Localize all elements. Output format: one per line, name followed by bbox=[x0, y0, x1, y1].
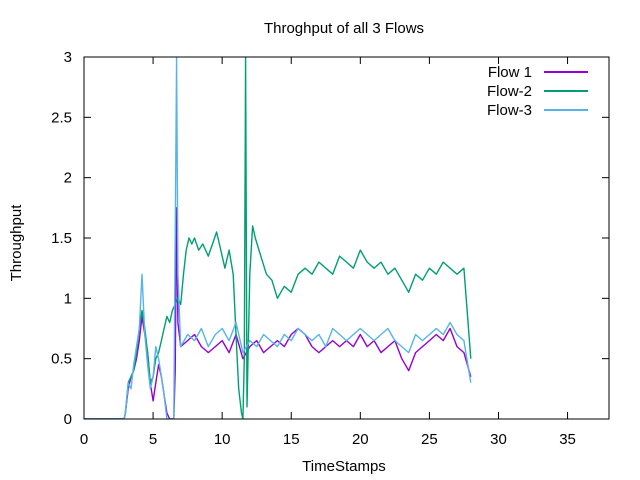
series-line-2 bbox=[84, 57, 472, 419]
x-tick-label: 35 bbox=[559, 431, 576, 448]
y-tick-label: 3 bbox=[64, 49, 72, 66]
x-tick-label: 25 bbox=[421, 431, 438, 448]
x-tick-label: 5 bbox=[149, 431, 157, 448]
axis-ticks: 0 5 10 15 20 25 30 35 0 0.5 1 1.5 2 2.5 3 bbox=[51, 49, 609, 448]
series-layer bbox=[84, 57, 472, 419]
legend-label: Flow-2 bbox=[487, 83, 532, 100]
x-tick-label: 15 bbox=[283, 431, 300, 448]
series-line-3 bbox=[84, 57, 472, 419]
legend-label: Flow 1 bbox=[488, 64, 532, 81]
chart-title: Throghput of all 3 Flows bbox=[264, 20, 424, 37]
x-tick-label: 0 bbox=[80, 431, 88, 448]
x-axis-label: TimeStamps bbox=[302, 458, 386, 475]
plot-frame bbox=[83, 56, 610, 420]
y-tick-label: 0 bbox=[64, 411, 72, 428]
x-tick-label: 30 bbox=[490, 431, 507, 448]
y-tick-label: 1 bbox=[64, 290, 72, 307]
y-tick-label: 1.5 bbox=[51, 230, 72, 247]
y-axis-label: Throughput bbox=[8, 204, 25, 282]
y-tick-label: 2 bbox=[64, 170, 72, 187]
legend: Flow 1 Flow-2 Flow-3 bbox=[487, 64, 588, 119]
y-tick-label: 2.5 bbox=[51, 109, 72, 126]
legend-label: Flow-3 bbox=[487, 102, 532, 119]
x-tick-label: 10 bbox=[214, 431, 231, 448]
y-tick-label: 0.5 bbox=[51, 351, 72, 368]
x-tick-label: 20 bbox=[352, 431, 369, 448]
